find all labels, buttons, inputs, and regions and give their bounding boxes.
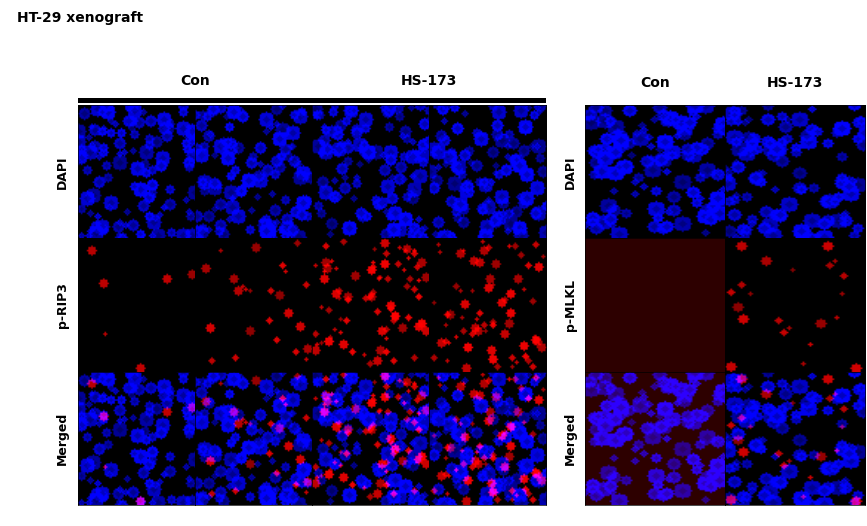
Text: Merged: Merged [564,412,577,465]
Text: DAPI: DAPI [56,155,69,189]
Text: HT-29 xenograft: HT-29 xenograft [17,11,143,25]
Text: Con: Con [641,76,670,90]
Text: HS-173: HS-173 [401,74,458,88]
Text: Con: Con [180,74,210,88]
Text: p-RIP3: p-RIP3 [56,282,69,328]
Text: DAPI: DAPI [564,155,577,189]
Text: Merged: Merged [56,412,69,465]
Text: p-MLKL: p-MLKL [564,279,577,331]
Text: HS-173: HS-173 [767,76,824,90]
